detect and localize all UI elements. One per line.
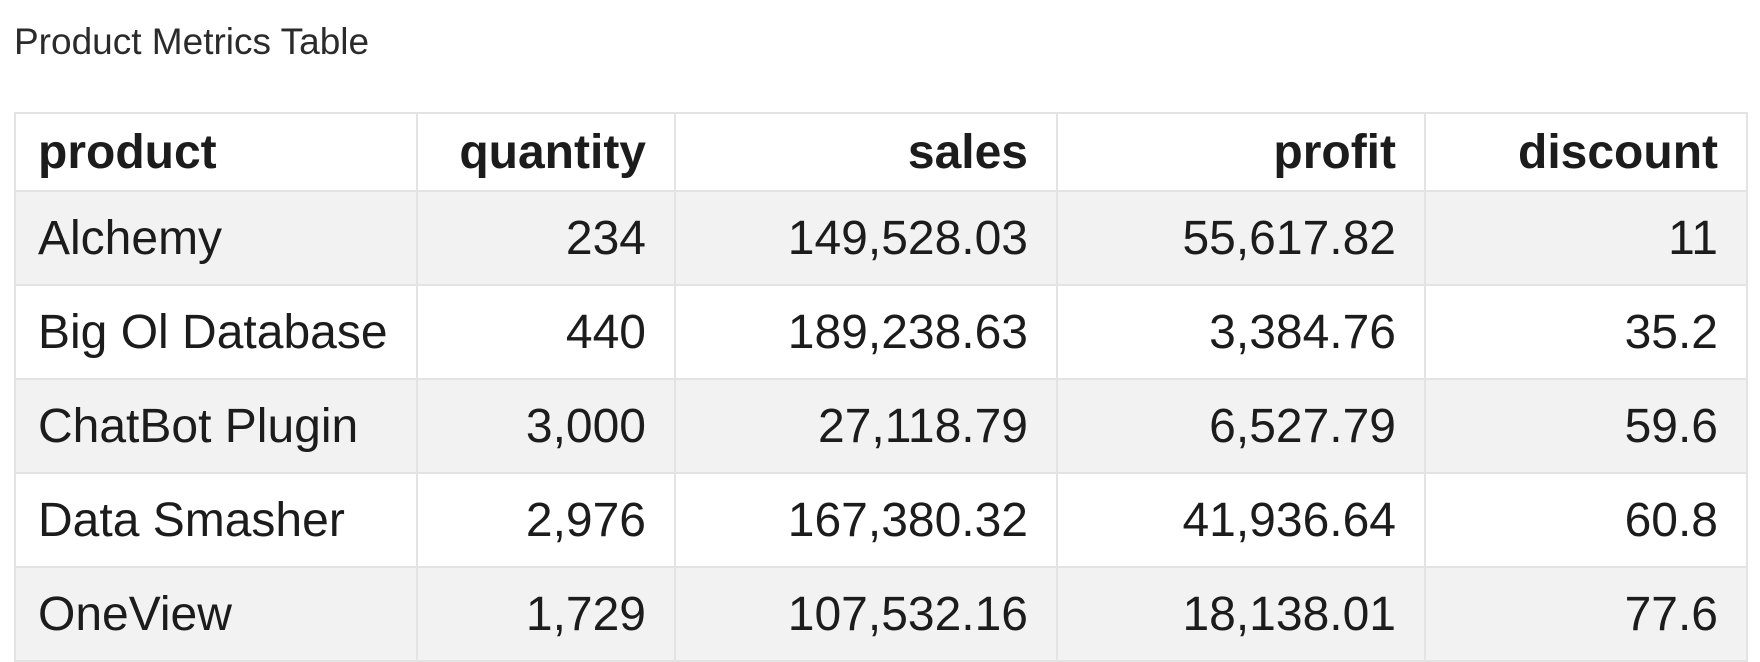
table-row: OneView 1,729 107,532.16 18,138.01 77.6 (14, 566, 1748, 662)
cell-quantity: 1,729 (416, 566, 676, 662)
cell-profit: 41,936.64 (1056, 472, 1426, 568)
cell-product: Data Smasher (14, 472, 418, 568)
cell-quantity: 440 (416, 284, 676, 380)
cell-sales: 167,380.32 (674, 472, 1058, 568)
cell-profit: 18,138.01 (1056, 566, 1426, 662)
cell-profit: 6,527.79 (1056, 378, 1426, 474)
cell-quantity: 2,976 (416, 472, 676, 568)
cell-sales: 149,528.03 (674, 190, 1058, 286)
cell-sales: 189,238.63 (674, 284, 1058, 380)
header-row: product quantity sales profit discount (14, 112, 1748, 192)
cell-discount: 60.8 (1424, 472, 1748, 568)
cell-product: Big Ol Database (14, 284, 418, 380)
cell-profit: 3,384.76 (1056, 284, 1426, 380)
cell-sales: 27,118.79 (674, 378, 1058, 474)
cell-profit: 55,617.82 (1056, 190, 1426, 286)
column-header-sales[interactable]: sales (674, 112, 1058, 192)
table-row: Data Smasher 2,976 167,380.32 41,936.64 … (14, 472, 1748, 568)
cell-discount: 77.6 (1424, 566, 1748, 662)
cell-sales: 107,532.16 (674, 566, 1058, 662)
table-row: Big Ol Database 440 189,238.63 3,384.76 … (14, 284, 1748, 380)
table-row: ChatBot Plugin 3,000 27,118.79 6,527.79 … (14, 378, 1748, 474)
cell-product: Alchemy (14, 190, 418, 286)
cell-product: ChatBot Plugin (14, 378, 418, 474)
table-row: Alchemy 234 149,528.03 55,617.82 11 (14, 190, 1748, 286)
cell-discount: 35.2 (1424, 284, 1748, 380)
cell-discount: 59.6 (1424, 378, 1748, 474)
column-header-discount[interactable]: discount (1424, 112, 1748, 192)
column-header-product[interactable]: product (14, 112, 418, 192)
column-header-quantity[interactable]: quantity (416, 112, 676, 192)
cell-quantity: 234 (416, 190, 676, 286)
page-title: Product Metrics Table (14, 21, 370, 62)
product-metrics-table: product quantity sales profit discount A… (14, 112, 1748, 662)
column-header-profit[interactable]: profit (1056, 112, 1426, 192)
cell-discount: 11 (1424, 190, 1748, 286)
cell-product: OneView (14, 566, 418, 662)
cell-quantity: 3,000 (416, 378, 676, 474)
